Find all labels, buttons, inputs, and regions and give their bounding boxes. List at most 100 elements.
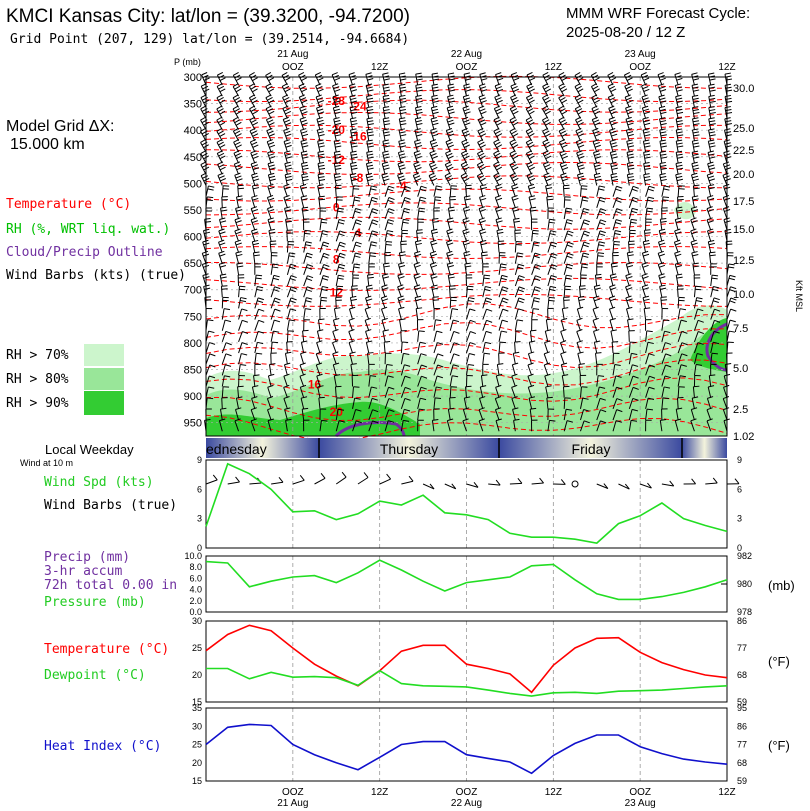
wind-barb-feather (218, 250, 225, 254)
series-line (205, 462, 728, 544)
wind-barb-feather (249, 105, 256, 110)
wind-barb-feather (448, 122, 455, 126)
wind-barb-staff (498, 286, 503, 298)
wind-barb-feather (218, 228, 225, 232)
wind-barb-feather (382, 128, 390, 131)
wind-barb-feather (301, 88, 308, 93)
wind-barb (366, 150, 374, 164)
wind-barb (319, 230, 329, 242)
wind-barb-feather (453, 330, 460, 334)
wind-barb-feather (527, 85, 534, 90)
wind-barb-feather (625, 295, 632, 299)
wind-barb-feather (388, 386, 395, 390)
wind-barb (547, 252, 558, 264)
wind-barb (384, 219, 395, 231)
wind-barb-staff (693, 320, 699, 331)
wind-barb-feather (642, 250, 649, 254)
wind-barb (563, 408, 573, 421)
wind-barb-feather (615, 420, 622, 423)
wind-barb (267, 161, 276, 175)
wind-barb (298, 94, 308, 108)
wind-barb (706, 228, 715, 242)
wind-barb-feather (592, 116, 598, 121)
wind-barb-feather (713, 330, 720, 334)
wind-barb-staff (596, 409, 601, 421)
wind-barb-feather (267, 418, 274, 422)
wind-barb-staff (547, 297, 550, 309)
surface-barb-feather (539, 477, 544, 484)
wind-barb-feather (252, 385, 259, 388)
wind-barb (250, 150, 259, 164)
wind-barb-feather (610, 99, 617, 104)
wind-barb-feather (548, 221, 556, 224)
wind-barb (495, 183, 503, 197)
wind-barb (478, 83, 488, 97)
wind-barb (417, 207, 426, 220)
wind-barb-staff (498, 330, 502, 342)
wind-barb-staff (645, 409, 648, 421)
wind-barb-feather (714, 319, 721, 323)
isotherm-line (205, 303, 728, 329)
wind-barb-feather (468, 363, 475, 366)
wind-barb-feather (479, 208, 486, 212)
wind-barb-staff (335, 219, 340, 231)
wind-barb-feather (355, 233, 362, 237)
wind-barb-feather (445, 150, 452, 154)
wind-barb-staff (579, 241, 585, 253)
wind-barb (234, 217, 242, 231)
wind-barb-feather (560, 351, 567, 355)
wind-barb (267, 206, 275, 220)
wind-barb-feather (349, 94, 356, 98)
wind-barb-staff (303, 286, 308, 298)
wind-barb-feather (595, 156, 602, 159)
wind-barb-feather (607, 72, 614, 76)
wind-barb-feather (660, 167, 667, 170)
wind-barb-staff (529, 208, 533, 220)
wind-barb (514, 319, 524, 331)
wind-barb-feather (446, 175, 452, 179)
wind-barb-feather (692, 262, 699, 265)
wind-barb-feather (334, 122, 342, 126)
wind-barb-feather (404, 397, 411, 401)
wind-barb-feather (250, 85, 257, 90)
wind-barb-staff (661, 386, 665, 398)
wind-barb-feather (511, 183, 518, 187)
wind-barb (708, 251, 716, 264)
wind-barb (607, 72, 617, 86)
wind-barb-staff (368, 409, 373, 421)
wind-barb (315, 351, 323, 365)
wind-barb-feather (575, 127, 582, 132)
wind-barb-staff (382, 263, 386, 275)
wind-barb (266, 396, 274, 410)
wind-barb-feather (467, 285, 474, 288)
wind-barb (497, 240, 505, 253)
wind-barb (527, 351, 535, 365)
wind-barb-feather (431, 284, 438, 287)
wind-barb-feather (545, 121, 551, 126)
wind-barb-feather (250, 217, 257, 221)
wind-barb (726, 286, 737, 298)
wind-barb (596, 185, 606, 197)
wind-barb (498, 352, 505, 365)
surface-barb-feather (235, 476, 240, 483)
wind-barb-feather (301, 130, 308, 134)
wind-barb (250, 217, 258, 231)
weekday-segment (319, 438, 499, 458)
wind-barb-feather (609, 85, 615, 90)
wind-barb-staff (482, 353, 485, 365)
wind-barb-feather (560, 130, 567, 135)
wind-barb-staff (579, 409, 585, 421)
wind-barb-staff (316, 130, 321, 141)
wind-barb (722, 396, 730, 410)
wind-barb-feather (317, 329, 324, 332)
wind-barb (449, 386, 457, 398)
wind-barb-staff (335, 286, 338, 298)
wind-barb-feather (451, 308, 459, 311)
wind-barb (205, 364, 216, 376)
wind-barb (609, 273, 617, 287)
wind-barb-staff (236, 263, 240, 275)
wind-barb-feather (317, 128, 324, 131)
wind-barb (723, 384, 730, 398)
wind-barb-staff (349, 353, 354, 365)
wind-barb-staff (659, 286, 663, 298)
